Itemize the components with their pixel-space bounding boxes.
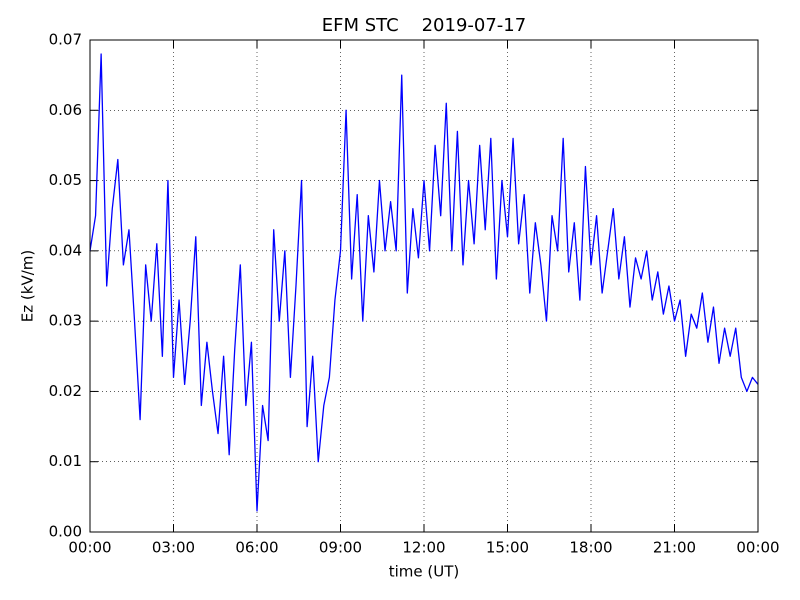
y-tick-label: 0.06 <box>49 101 82 119</box>
y-axis-label: Ez (kV/m) <box>19 250 37 322</box>
x-tick-label: 00:00 <box>68 539 111 557</box>
chart-title: EFM STC 2019-07-17 <box>322 15 526 36</box>
x-tick-label: 21:00 <box>653 539 696 557</box>
y-tick-label: 0.02 <box>49 382 82 400</box>
data-line <box>89 53 759 512</box>
x-tick-label: 09:00 <box>319 539 362 557</box>
y-tick-label: 0.07 <box>49 31 82 49</box>
y-tick-label: 0.00 <box>49 523 82 541</box>
x-tick-label: 00:00 <box>736 539 779 557</box>
x-tick-label: 06:00 <box>235 539 278 557</box>
x-axis-label: time (UT) <box>389 563 460 581</box>
x-tick-label: 03:00 <box>152 539 195 557</box>
y-tick-label: 0.05 <box>49 171 82 189</box>
y-tick-label: 0.01 <box>49 452 82 470</box>
plot-frame <box>89 39 759 533</box>
x-tick-label: 12:00 <box>402 539 445 557</box>
x-tick-label: 15:00 <box>486 539 529 557</box>
y-tick-label: 0.03 <box>49 312 82 330</box>
y-tick-label: 0.04 <box>49 241 82 259</box>
x-tick-label: 18:00 <box>569 539 612 557</box>
